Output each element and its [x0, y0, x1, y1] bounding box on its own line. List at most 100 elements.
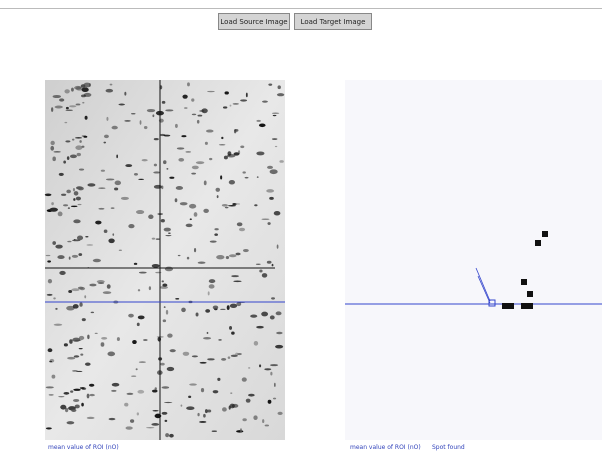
gel-spot	[188, 395, 192, 399]
gel-spot	[124, 119, 131, 122]
gel-spot	[86, 416, 95, 420]
gel-spot	[89, 393, 95, 397]
gel-spot	[74, 85, 82, 90]
gel-spot	[161, 100, 166, 104]
gel-spot	[71, 138, 75, 141]
gel-spot	[164, 419, 168, 422]
gel-spot	[53, 323, 63, 326]
gel-spot	[271, 112, 280, 114]
pointer	[475, 267, 491, 302]
load-target-button[interactable]: Load Target Image	[294, 13, 372, 30]
gel-spot	[256, 119, 261, 122]
gel-spot	[181, 307, 186, 313]
gel-spot	[199, 420, 207, 423]
gel-spot	[154, 387, 157, 391]
gel-spot	[103, 134, 109, 139]
gel-spot	[98, 207, 105, 210]
gel-spot	[161, 185, 164, 190]
gel-spot	[111, 382, 120, 387]
gel-spot	[255, 263, 261, 266]
gel-spot	[75, 103, 81, 106]
gel-spot	[228, 179, 236, 185]
gel-spot	[217, 377, 221, 381]
gel-spot	[270, 371, 273, 376]
gel-spot	[73, 355, 80, 358]
gel-spot	[164, 266, 174, 272]
gel-spot	[53, 151, 61, 153]
gel-spot	[105, 178, 115, 181]
gel-spot	[153, 184, 163, 189]
gel-spot	[275, 311, 282, 316]
gel-spot	[229, 303, 238, 309]
gel-spot	[227, 356, 231, 359]
gel-spot	[169, 349, 176, 353]
gel-spot	[254, 204, 258, 207]
gel-spot	[181, 135, 187, 138]
gel-spot	[131, 113, 136, 115]
target-caption: mean value of ROI (nO)	[350, 444, 421, 451]
gel-spot	[81, 87, 89, 92]
gel-spot	[224, 206, 229, 209]
load-source-button[interactable]: Load Source Image	[218, 13, 290, 30]
gel-spot	[212, 305, 219, 310]
gel-spot	[73, 398, 80, 402]
gel-spot	[242, 248, 249, 253]
gel-spot	[118, 103, 125, 106]
gel-spot	[161, 386, 170, 389]
gel-spot	[138, 178, 145, 180]
gel-spot	[146, 108, 156, 113]
gel-spot	[105, 88, 114, 93]
gel-spot	[78, 168, 85, 171]
gel-spot	[165, 433, 170, 438]
target-plot	[345, 80, 602, 440]
gel-spot	[203, 413, 206, 418]
gel-spot	[197, 412, 200, 417]
status-text: Spot found	[432, 444, 465, 451]
gel-spot	[226, 305, 230, 310]
gel-spot	[160, 362, 165, 366]
gel-spot	[262, 419, 265, 424]
gel-spot	[80, 84, 86, 88]
gel-spot	[271, 297, 275, 300]
gel-spot	[102, 291, 112, 295]
gel-spot	[279, 160, 284, 163]
gel-spot	[65, 407, 69, 413]
gel-spot	[230, 392, 233, 394]
gel-spot	[267, 165, 273, 169]
found-spots	[502, 231, 548, 309]
gel-spot	[241, 377, 247, 382]
gel-spot	[146, 427, 155, 429]
gel-spot	[66, 156, 70, 161]
gel-spot	[229, 104, 232, 107]
gel-spot	[258, 123, 266, 128]
gel-spot	[80, 353, 84, 356]
gel-spot	[59, 98, 65, 102]
gel-spot	[55, 244, 63, 249]
gel-spot	[120, 196, 129, 200]
gel-spot	[112, 233, 115, 237]
gel-spot	[75, 145, 83, 150]
gel-spot	[100, 169, 105, 172]
gel-spot	[197, 261, 206, 264]
gel-spot	[129, 419, 135, 423]
gel-spot	[231, 331, 235, 335]
gel-spot	[76, 186, 83, 190]
gel-spot	[148, 214, 154, 220]
gel-spot	[81, 318, 86, 322]
gel-spot	[143, 125, 148, 130]
gel-spot	[266, 260, 272, 264]
gel-spot	[69, 154, 77, 159]
gel-spot	[51, 374, 56, 379]
gel-spot	[204, 141, 208, 145]
gel-spot	[261, 100, 268, 103]
gel-spot	[86, 244, 94, 246]
gel-spot	[86, 393, 90, 399]
gel-spot	[276, 244, 279, 249]
gel-spot	[224, 91, 229, 95]
gel-spot	[79, 302, 83, 307]
gel-spot	[50, 145, 55, 151]
gel-spot	[116, 154, 118, 159]
gel-spot	[206, 331, 209, 334]
gel-spot	[74, 404, 80, 409]
